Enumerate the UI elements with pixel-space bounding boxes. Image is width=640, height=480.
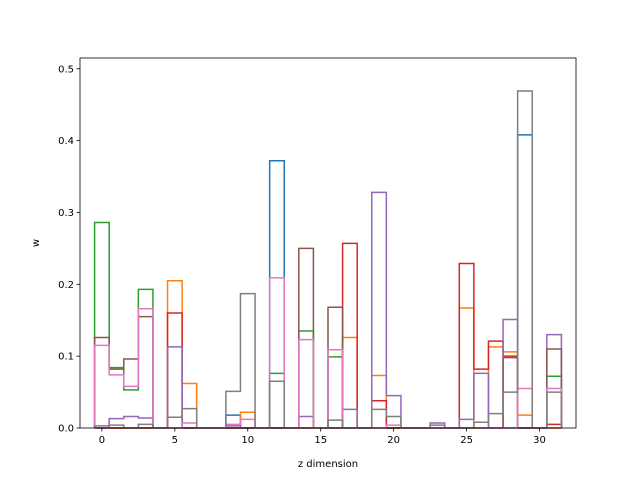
y-tick-label: 0.2 [58,280,74,291]
y-tick-label: 0.5 [58,64,74,75]
x-tick-label: 25 [460,435,473,446]
y-tick-label: 0.4 [58,136,74,147]
y-tick-label: 0.1 [58,352,74,363]
y-axis: 0.0 0.1 0.2 0.3 0.4 0.5 [58,64,80,435]
x-tick-label: 5 [172,435,178,446]
x-tick-label: 30 [533,435,546,446]
x-axis-label: z dimension [298,459,358,470]
x-tick-label: 20 [387,435,400,446]
plot-frame [79,57,577,429]
x-axis: 0 5 10 15 20 25 30 [99,428,546,446]
x-tick-label: 10 [241,435,254,446]
y-axis-label: w [31,239,42,247]
y-tick-label: 0.3 [58,208,74,219]
x-tick-label: 15 [314,435,327,446]
x-tick-label: 0 [99,435,105,446]
y-tick-label: 0.0 [58,424,74,435]
